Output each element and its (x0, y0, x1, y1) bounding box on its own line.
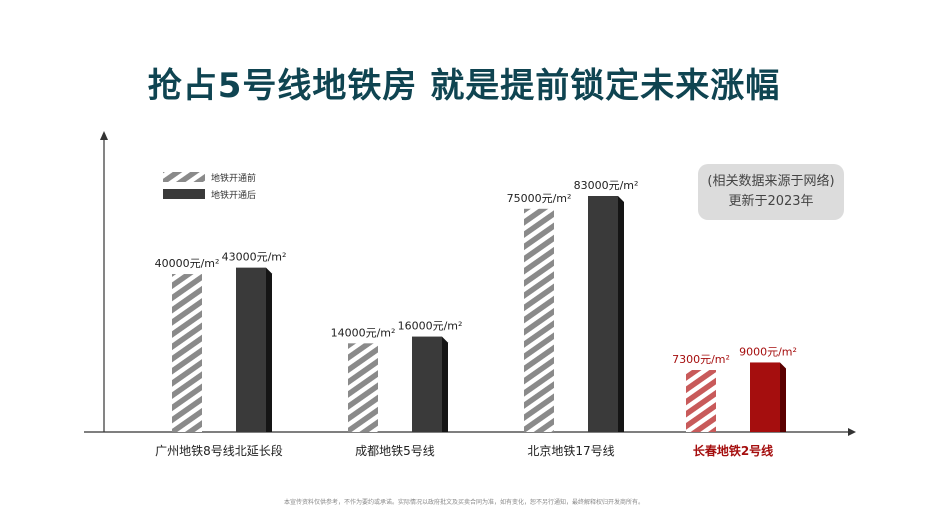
bar-before-3 (686, 370, 716, 432)
data-source-note: (相关数据来源于网络) 更新于2023年 (698, 164, 844, 220)
bar-side-1-3 (780, 362, 786, 432)
axes (84, 131, 856, 436)
category-label-1: 成都地铁5号线 (355, 444, 435, 458)
note-line-1: (相关数据来源于网络) (707, 174, 835, 189)
bar-after-0 (236, 267, 266, 432)
category-labels: 广州地铁8号线北延长段 成都地铁5号线 北京地铁17号线 长春地铁2号线 (155, 443, 773, 458)
bar-after-1 (412, 336, 442, 432)
bar-side-1-0 (266, 267, 272, 432)
bar-side-1-1 (442, 336, 448, 432)
legend-label-after: 地铁开通后 (211, 189, 256, 201)
x-axis-arrow (848, 428, 856, 436)
value-label-1-2: 83000元/m² (574, 179, 639, 192)
legend-swatch-before (163, 172, 205, 182)
note-line-2: 更新于2023年 (728, 194, 814, 209)
value-label-0-0: 40000元/m² (155, 257, 220, 270)
bars (172, 196, 786, 432)
value-label-1-1: 16000元/m² (398, 320, 463, 333)
y-axis-arrow (100, 131, 108, 140)
value-label-0-3: 7300元/m² (672, 353, 730, 366)
bar-before-1 (348, 343, 378, 432)
category-label-3: 长春地铁2号线 (693, 443, 773, 458)
bar-side-1-2 (618, 196, 624, 432)
value-label-0-2: 75000元/m² (507, 192, 572, 205)
value-label-1-0: 43000元/m² (222, 251, 287, 264)
category-label-2: 北京地铁17号线 (527, 444, 614, 458)
chart-title: 抢占5号线地铁房 就是提前锁定未来涨幅 (147, 66, 781, 106)
value-label-0-1: 14000元/m² (331, 326, 396, 339)
bar-before-0 (172, 274, 202, 432)
bar-before-2 (524, 208, 554, 432)
legend-swatch-after (163, 189, 205, 199)
legend-label-before: 地铁开通前 (211, 172, 256, 184)
value-label-1-3: 9000元/m² (739, 345, 797, 358)
category-label-0: 广州地铁8号线北延长段 (155, 443, 283, 458)
bar-after-2 (588, 196, 618, 432)
bar-after-3 (750, 362, 780, 432)
disclaimer: 本宣传资料仅供参考，不作为要约或承诺。实际情况以政府批文及买卖合同为准，如有变化… (283, 499, 644, 506)
